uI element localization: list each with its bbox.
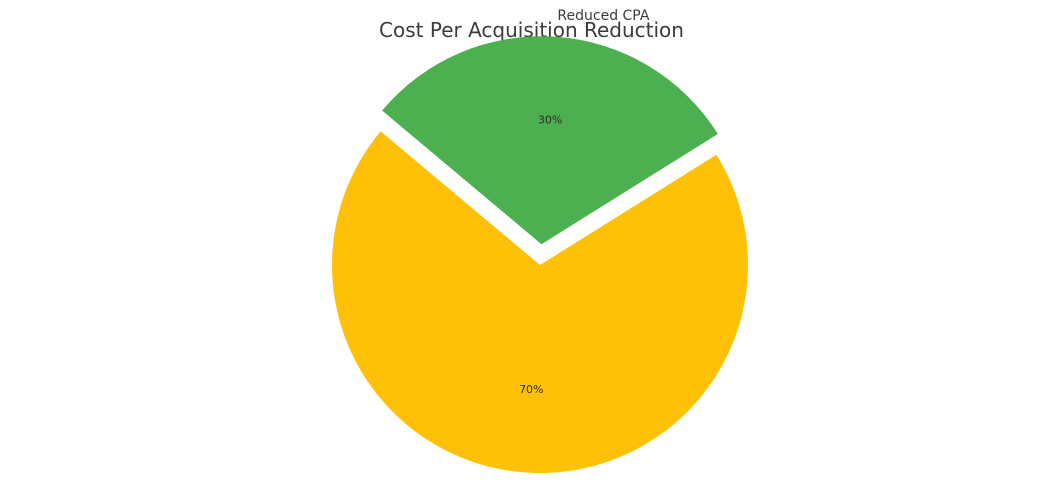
pie-slice-reduced-cpa (382, 36, 718, 245)
pie-slice-previous-cpa (332, 131, 749, 473)
pct-label: 70% (519, 383, 543, 396)
pct-label: 30% (538, 113, 562, 126)
slice-label: Reduced CPA (557, 8, 649, 24)
